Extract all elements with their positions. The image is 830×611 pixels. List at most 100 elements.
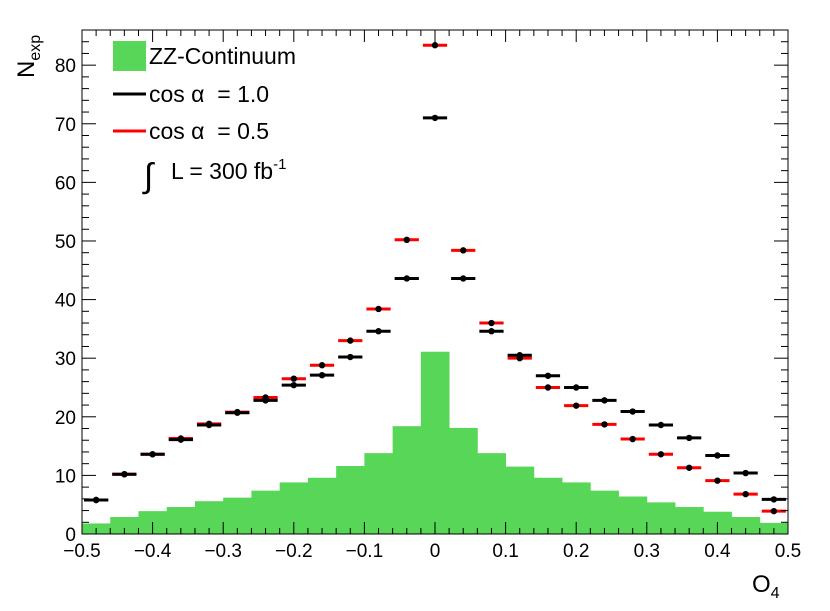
continuum-bin (251, 490, 281, 534)
x-tick-label: −0.2 (275, 541, 313, 562)
data-point (770, 496, 778, 503)
luminosity-text: L = 300 fb (171, 158, 273, 184)
legend-label-continuum: ZZ-Continuum (149, 43, 296, 69)
data-point (262, 397, 269, 404)
data-points-layer (84, 42, 786, 515)
data-point (714, 477, 721, 484)
luminosity-annotation: ∫ L = 300 fb-1 (142, 156, 286, 195)
data-point (375, 328, 382, 335)
x-tick-label: 0.3 (634, 541, 660, 562)
data-point (318, 362, 326, 369)
data-point (685, 464, 693, 471)
data-point (347, 353, 354, 361)
legend-label-cos-05: cos α = 0.5 (149, 118, 269, 144)
data-point (149, 451, 156, 458)
y-tick-label: 10 (55, 466, 76, 487)
legend: ZZ-Continuum cos α = 1.0 cos α = 0.5 (113, 41, 296, 144)
data-point (403, 275, 410, 282)
continuum-bin (533, 477, 563, 534)
continuum-bin (449, 427, 478, 534)
y-axis-label-subscript: exp (27, 35, 44, 61)
y-axis-label: N (13, 61, 40, 78)
data-point (573, 384, 580, 391)
x-tick-label: −0.3 (204, 541, 242, 562)
y-tick-label: 50 (55, 232, 76, 253)
x-tick-label: −0.1 (346, 541, 384, 562)
x-tick-label: 0 (430, 541, 441, 562)
data-point (601, 397, 608, 404)
continuum-bins-layer (82, 351, 789, 534)
data-point (488, 328, 495, 335)
data-point (290, 381, 297, 389)
data-point (177, 436, 185, 443)
data-point (516, 352, 523, 359)
x-tick-label: 0.2 (563, 541, 589, 562)
data-point (121, 471, 128, 478)
legend-swatch-continuum (113, 41, 146, 71)
data-point (460, 247, 467, 254)
data-point (234, 409, 241, 416)
x-axis-label-subscript: 4 (771, 585, 780, 602)
data-point (431, 114, 439, 122)
data-point (431, 42, 439, 49)
continuum-bin (392, 426, 422, 534)
x-axis-title: O4 (752, 571, 780, 602)
data-point (544, 384, 552, 391)
continuum-bin (364, 453, 394, 534)
y-tick-label: 20 (55, 408, 76, 429)
data-point (488, 319, 495, 327)
data-point (770, 507, 778, 515)
svg-text:Nexp: Nexp (13, 35, 44, 78)
continuum-bin (223, 497, 252, 534)
y-tick-label: 40 (55, 291, 76, 312)
y-tick-label: 30 (55, 349, 76, 370)
x-axis-label: O (752, 571, 771, 598)
data-point (460, 275, 467, 282)
data-point (629, 408, 636, 415)
continuum-bin (731, 517, 761, 534)
y-tick-label: 0 (65, 525, 76, 546)
x-tick-label: −0.4 (134, 541, 172, 562)
x-tick-label: 0.4 (704, 541, 731, 562)
continuum-bin (618, 496, 648, 534)
integral-symbol: ∫ (142, 157, 155, 195)
svg-text:O4: O4 (752, 571, 780, 602)
continuum-bin (110, 517, 139, 534)
continuum-bin (336, 466, 365, 534)
svg-text:L = 300 fb-1: L = 300 fb-1 (171, 156, 286, 184)
data-point (685, 434, 693, 442)
continuum-bin (420, 351, 450, 534)
data-point (544, 372, 552, 379)
continuum-bin (505, 466, 535, 534)
legend-label-cos-1: cos α = 1.0 (149, 81, 269, 107)
data-point (742, 490, 749, 498)
data-point (629, 435, 636, 443)
continuum-bin (590, 490, 619, 534)
x-tick-label: −0.5 (63, 541, 101, 562)
data-point (657, 451, 665, 458)
data-point (742, 469, 749, 477)
y-tick-label: 60 (55, 173, 76, 194)
data-point (290, 375, 297, 382)
x-tick-label: 0.1 (492, 541, 518, 562)
data-point (714, 452, 721, 459)
y-tick-label: 80 (55, 56, 76, 77)
data-point (92, 496, 100, 504)
data-point (657, 421, 665, 429)
axes-layer: −0.5 −0.4 −0.3 −0.2 −0.1 0 0.1 0.2 0.3 0.4 0.5 0 10 2… (55, 29, 801, 562)
luminosity-superscript: -1 (273, 156, 286, 173)
data-point (403, 236, 410, 244)
data-point (573, 402, 580, 409)
x-tick-label: 0.5 (775, 541, 801, 562)
data-point (205, 421, 213, 429)
y-tick-label: 70 (55, 115, 76, 136)
data-point (347, 337, 354, 344)
data-point (601, 421, 608, 428)
data-point (375, 305, 382, 313)
data-point (318, 371, 326, 379)
continuum-bin (477, 453, 506, 534)
y-axis-title: Nexp (13, 35, 44, 78)
continuum-bin (307, 477, 337, 534)
